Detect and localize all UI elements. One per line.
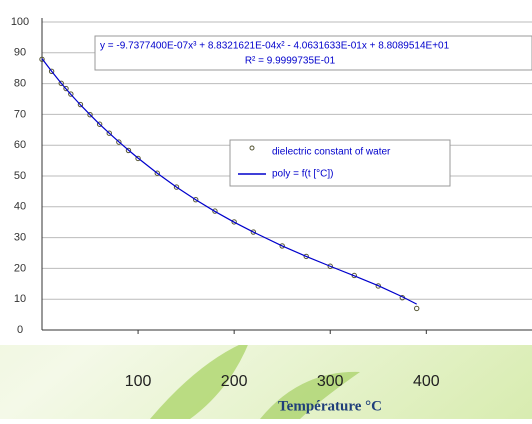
x-tick-label: 400 [413, 373, 440, 390]
y-tick-label: 100 [11, 16, 29, 28]
legend-label: dielectric constant of water [272, 147, 391, 158]
x-tick-label: 100 [125, 373, 152, 390]
x-tick-label: 200 [221, 373, 248, 390]
y-tick-label: 50 [14, 170, 26, 182]
r-squared: R² = 9.9999735E-01 [245, 56, 336, 67]
x-axis-title: Température °C [278, 398, 382, 414]
y-tick-label: 30 [14, 232, 26, 244]
y-tick-label: 40 [14, 201, 26, 213]
equation: y = -9.7377400E-07x³ + 8.8321621E-04x² -… [100, 41, 450, 52]
y-tick-label: 0 [17, 324, 23, 336]
y-tick-label: 60 [14, 139, 26, 151]
x-tick-label: 300 [317, 373, 344, 390]
y-tick-label: 90 [14, 47, 26, 59]
y-tick-label: 20 [14, 262, 26, 274]
chart: 0 10 20 30 40 50 60 70 80 90 100 100 200 300 400 y = -… [0, 0, 532, 419]
y-tick-label: 10 [14, 293, 26, 305]
y-tick-label: 70 [14, 108, 26, 120]
legend-label: poly = f(t [°C]) [272, 169, 334, 180]
y-tick-label: 80 [14, 78, 26, 90]
